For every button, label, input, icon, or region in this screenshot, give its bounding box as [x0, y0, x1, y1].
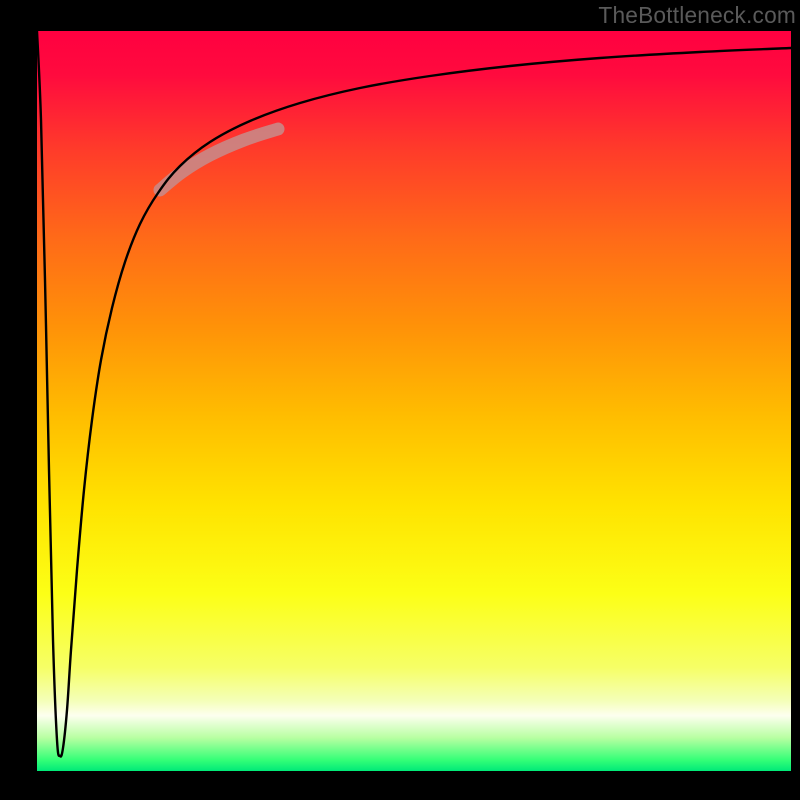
- curve-layer: [37, 31, 791, 771]
- plot-area: [37, 31, 791, 771]
- chart-frame: TheBottleneck.com: [0, 0, 800, 800]
- attribution-text: TheBottleneck.com: [598, 2, 796, 29]
- bottleneck-curve: [37, 31, 791, 757]
- highlight-segment: [160, 129, 278, 190]
